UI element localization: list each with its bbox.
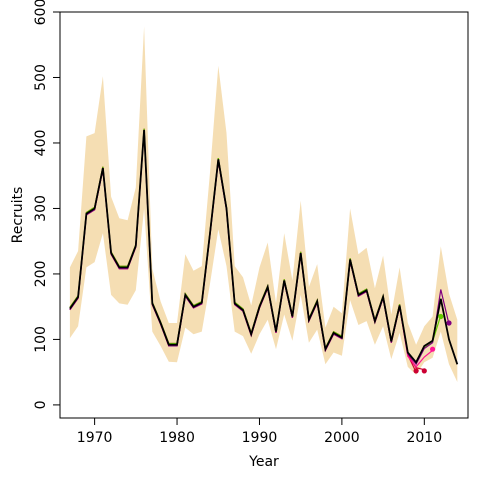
retrospective-point-2011	[430, 346, 436, 352]
y-axis-title: Recruits	[10, 187, 26, 244]
y-tick-label-600: 600	[33, 0, 49, 25]
retrospective-point-2009	[413, 368, 419, 374]
estimate-line	[69, 129, 459, 365]
x-tick-label-2000: 2000	[324, 430, 360, 446]
y-tick-label-400: 400	[33, 130, 49, 157]
confidence-band-layer	[69, 26, 458, 383]
y-tick-label-300: 300	[33, 195, 49, 222]
retrospective-point-2013	[446, 320, 452, 326]
y-tick-label-100: 100	[33, 326, 49, 353]
y-tick-label-500: 500	[33, 64, 49, 91]
x-tick-label-1980: 1980	[159, 430, 195, 446]
x-tick-label-2010: 2010	[406, 430, 442, 446]
y-tick-label-200: 200	[33, 261, 49, 288]
y-tick-label-0: 0	[33, 400, 49, 409]
x-tick-label-1970: 1970	[77, 430, 113, 446]
x-axis: 1970 1980 1990 2000 2010	[77, 417, 442, 446]
confidence-band	[69, 26, 458, 383]
y-axis: 0 100 200 300 400 500 600	[33, 0, 61, 409]
estimate-line-layer	[69, 129, 459, 365]
retrospective-points-layer	[413, 313, 452, 374]
retrospective-point-2010	[421, 368, 427, 374]
retrospective-point-2012	[438, 313, 444, 320]
x-axis-title: Year	[248, 454, 279, 470]
x-tick-label-1990: 1990	[242, 430, 278, 446]
